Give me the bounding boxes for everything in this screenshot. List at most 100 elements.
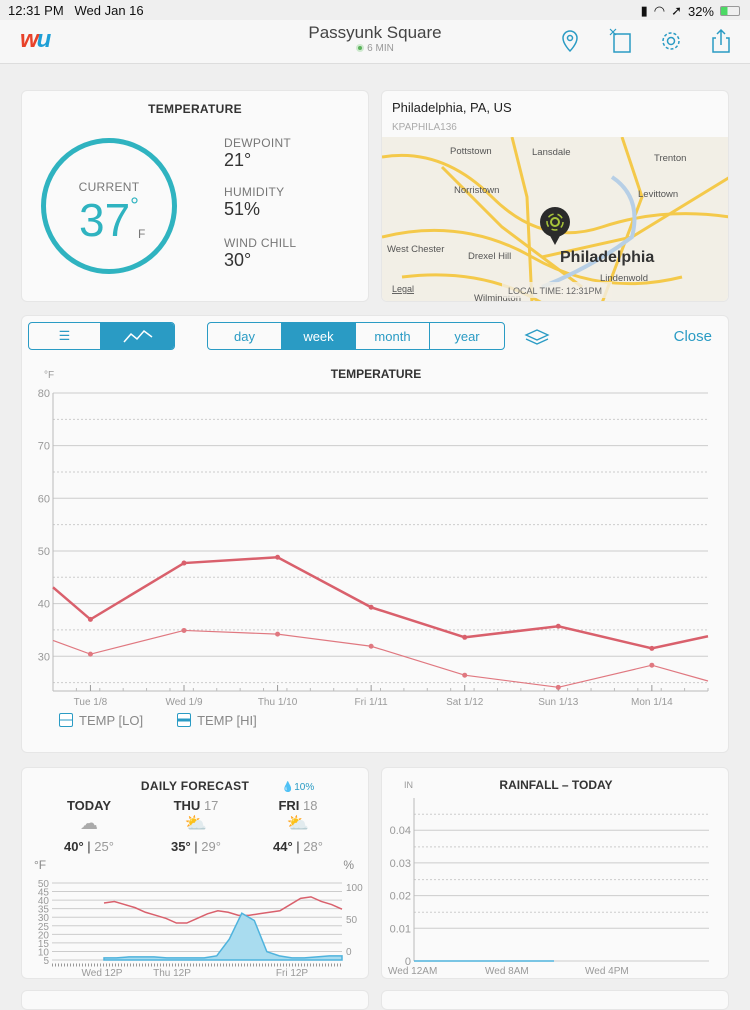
gear-icon[interactable]: [658, 28, 684, 54]
map-label: Pottstown: [450, 146, 492, 157]
data-point: [649, 662, 655, 668]
y-tick-label: 0: [405, 956, 411, 968]
unit-right: %: [343, 858, 354, 872]
layers-icon[interactable]: [524, 328, 550, 346]
x-tick-label: Tue 1/8: [74, 697, 108, 706]
y-tick-label: 0.02: [390, 891, 411, 903]
daily-forecast-card[interactable]: DAILY FORECAST TODAY ☁ 40° | 25° THU 17 ⛅ 35…: [21, 767, 369, 979]
x-label: Wed 4PM: [585, 966, 629, 977]
list-view-button[interactable]: ☰: [29, 323, 102, 349]
dewpoint-value: 21°: [224, 150, 252, 170]
updated-text: 6 MIN: [367, 43, 394, 54]
day-date: 18: [303, 798, 318, 813]
x-label: Wed 12P: [82, 968, 123, 978]
x-label: Wed 8AM: [485, 966, 529, 977]
y-left-label: 35: [38, 905, 50, 916]
current-temp-ring: CURRENT 37° F: [41, 138, 177, 274]
temperature-title: TEMPERATURE: [148, 102, 242, 116]
view-toggle: ☰: [28, 322, 175, 350]
rainfall-unit: IN: [404, 780, 413, 790]
legal-link[interactable]: Legal: [392, 284, 414, 294]
share-icon[interactable]: [708, 28, 734, 54]
station-marker-icon[interactable]: [540, 207, 570, 245]
chart-title: TEMPERATURE: [331, 367, 421, 381]
windchill-value: 30°: [224, 250, 252, 270]
y-left-label: 30: [38, 913, 50, 924]
map-label: Lansdale: [532, 147, 571, 158]
location-arrow-icon: ➚: [671, 3, 682, 18]
list-icon: ☰: [58, 328, 71, 343]
data-point: [555, 623, 561, 629]
forecast-title: DAILY FORECAST: [140, 779, 250, 793]
map-label: Trenton: [654, 153, 686, 164]
data-point: [368, 604, 374, 610]
data-point: [462, 634, 468, 640]
clock: 12:31 PM: [8, 3, 64, 18]
day-name: TODAY: [66, 798, 112, 813]
low-temp: 28°: [303, 839, 323, 854]
map[interactable]: Pottstown Lansdale Trenton Norristown Le…: [382, 137, 729, 302]
degree-symbol: °: [130, 193, 139, 218]
live-dot-icon: [356, 44, 365, 52]
day-name: FRI: [278, 798, 300, 813]
legend-hi-icon: [177, 713, 192, 727]
high-temp: 40°: [64, 839, 84, 854]
map-label: Norristown: [454, 185, 499, 196]
map-label: Drexel Hill: [468, 251, 511, 262]
data-point: [368, 643, 374, 649]
range-month[interactable]: month: [356, 323, 430, 349]
y-left-label: 40: [38, 896, 50, 907]
map-label: Philadelphia: [560, 249, 654, 266]
partly-sunny-icon: ⛅: [286, 813, 310, 833]
map-card[interactable]: Philadelphia, PA, US KPAPHILA136 Pottsto…: [381, 90, 729, 302]
next-card: [381, 990, 729, 1010]
temp-unit: F: [138, 227, 146, 241]
data-point: [649, 645, 655, 651]
legend-item-hi[interactable]: TEMP [HI]: [177, 713, 257, 728]
y-tick-label: 50: [38, 546, 50, 558]
map-label: Lindenwold: [600, 273, 648, 284]
humidity-label: HUMIDITY: [224, 185, 285, 199]
humidity-value: 51%: [224, 199, 261, 219]
data-point: [462, 672, 468, 678]
data-point: [181, 560, 187, 566]
current-temp: 37: [79, 194, 131, 246]
data-point: [87, 651, 93, 657]
legend-hi-label: TEMP [HI]: [197, 713, 257, 728]
map-label: West Chester: [387, 244, 444, 255]
location-title[interactable]: Passyunk Square: [308, 23, 442, 42]
low-temp: 25°: [94, 839, 114, 854]
data-point: [181, 627, 187, 633]
range-year[interactable]: year: [454, 328, 480, 344]
range-day[interactable]: day: [208, 323, 282, 349]
y-right-label: 100: [346, 883, 363, 894]
temperature-line: [103, 896, 343, 924]
wu-logo[interactable]: wu: [20, 26, 51, 53]
forecast-day[interactable]: 💧10% FRI 18 ⛅ 44° | 28°: [248, 782, 348, 854]
forecast-day[interactable]: TODAY ☁ 40° | 25°: [39, 798, 139, 854]
battery-icon: [720, 6, 740, 16]
low-temp: 29°: [201, 839, 221, 854]
high-temp: 44°: [273, 839, 293, 854]
x-tick-label: Wed 1/9: [165, 697, 202, 706]
legend-item-lo[interactable]: TEMP [LO]: [59, 713, 143, 728]
status-bar: 12:31 PM Wed Jan 16 ▮ ◠ ➚ 32%: [0, 0, 750, 20]
chart-view-button[interactable]: [101, 323, 174, 349]
day-name: THU: [173, 798, 201, 813]
x-tick-label: Thu 1/10: [258, 697, 298, 706]
x-tick-label: Sun 1/13: [538, 697, 578, 706]
rainfall-card[interactable]: RAINFALL – TODAY IN 0.04 0.03 0.02 0.01 0 Wed 1…: [381, 767, 729, 979]
unit-left: °F: [34, 858, 47, 872]
x-tick-label: Mon 1/14: [631, 697, 673, 706]
history-card: ☰ day week month year Close TEMPERATURE °F 30…: [21, 315, 729, 753]
location-pin-icon[interactable]: [557, 28, 583, 54]
card-add-icon[interactable]: [608, 28, 634, 54]
range-week[interactable]: week: [282, 323, 356, 349]
forecast-day[interactable]: THU 17 ⛅ 35° | 29°: [146, 798, 246, 854]
cloud-icon: ☁: [80, 813, 98, 833]
precip-area: [103, 912, 343, 961]
day-date: 17: [203, 798, 219, 813]
close-button[interactable]: Close: [673, 328, 712, 345]
x-label: Wed 12AM: [388, 966, 437, 977]
